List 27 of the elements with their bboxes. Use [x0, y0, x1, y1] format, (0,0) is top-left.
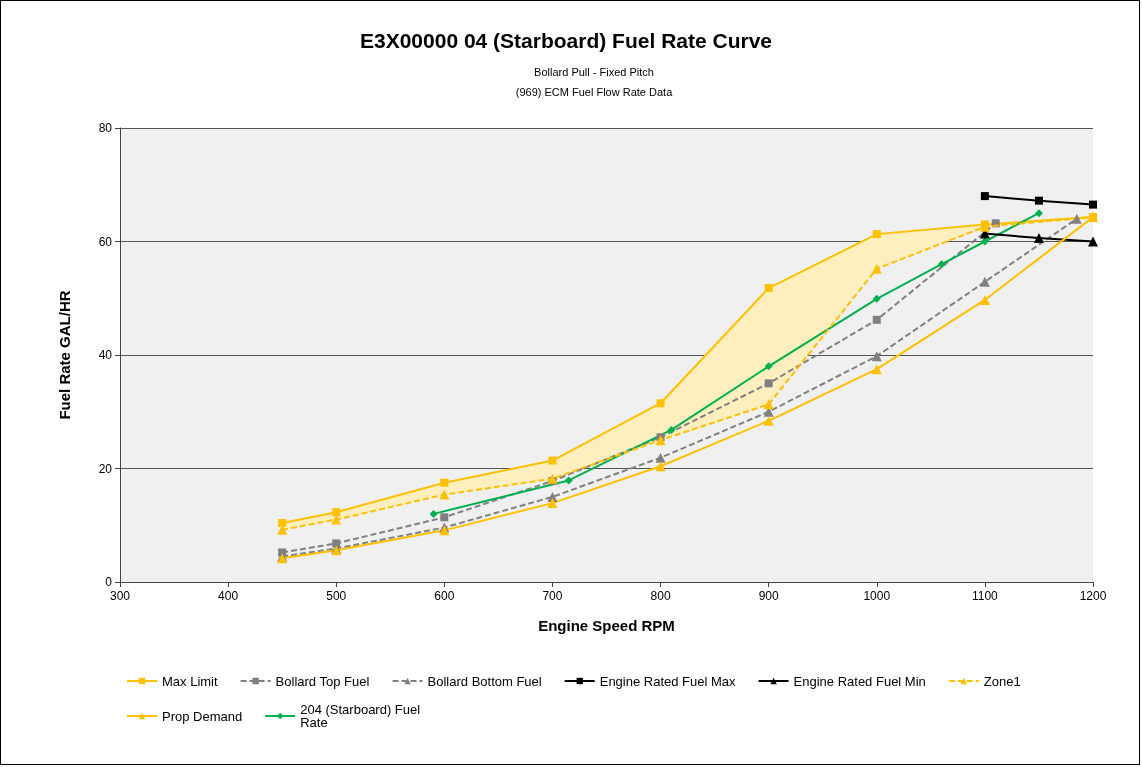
x-tick-label: 1000	[863, 589, 891, 603]
legend-label: Engine Rated Fuel Max	[599, 673, 737, 689]
y-axis-title: Fuel Rate GAL/HR	[56, 290, 73, 420]
x-tick-label: 800	[650, 589, 671, 603]
y-tick-label: 40	[98, 348, 113, 362]
x-tick-label: 300	[109, 589, 131, 603]
y-tick-label: 0	[105, 575, 113, 589]
y-tick-label: 80	[98, 121, 113, 135]
legend-label: Max Limit	[162, 673, 219, 689]
x-axis-title: Engine Speed RPM	[538, 617, 675, 634]
x-tick-label: 400	[218, 589, 239, 603]
legend-label: Prop Demand	[162, 708, 243, 724]
y-tick-label: 20	[98, 461, 113, 476]
legend-label: Zone1	[983, 673, 1021, 689]
x-tick-label: 600	[434, 589, 455, 603]
x-tick-label: 500	[326, 589, 347, 603]
chart-subtitle: Bollard Pull - Fixed Pitch (969) ECM Fuel Flow Rate Data	[515, 66, 674, 98]
chart-title: E3X00000 04 (Starboard) Fuel Rate Curve	[359, 29, 773, 52]
legend-label: Engine Rated Fuel Min	[793, 673, 926, 689]
y-tick-label: 60	[98, 234, 113, 249]
legend-label: Bollard Top Fuel	[275, 673, 370, 689]
legend-label: 204 (Starboard) Fuel Rate	[300, 702, 421, 730]
x-tick-label: 700	[542, 589, 563, 603]
x-tick-label: 1200	[1079, 589, 1107, 603]
x-tick-label: 1100	[971, 589, 999, 603]
legend-label: Bollard Bottom Fuel	[427, 673, 542, 689]
x-tick-label: 900	[758, 589, 779, 603]
